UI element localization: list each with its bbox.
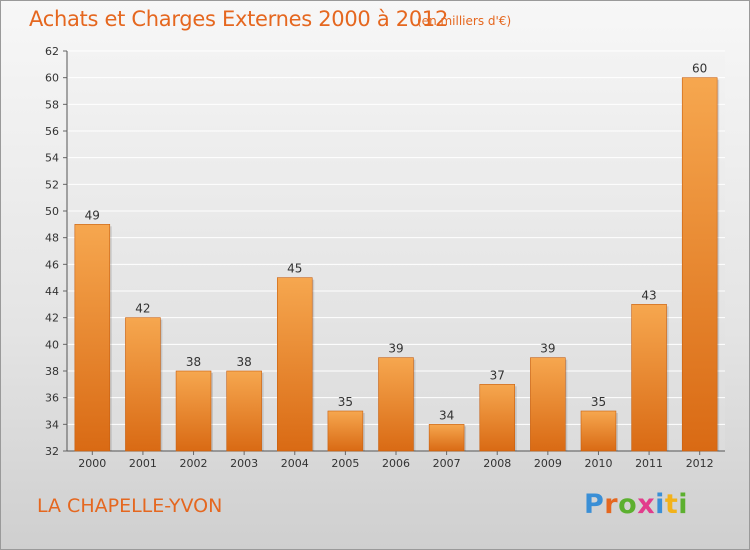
commune-name: LA CHAPELLE-YVON <box>37 495 223 517</box>
y-tick-label: 34 <box>45 418 59 431</box>
y-tick-label: 52 <box>45 178 59 191</box>
x-tick-label: 2012 <box>686 457 714 470</box>
logo-letter: P <box>584 489 605 520</box>
x-tick-label: 2001 <box>129 457 157 470</box>
x-tick-label: 2009 <box>534 457 562 470</box>
bar <box>631 304 667 452</box>
x-tick-label: 2006 <box>382 457 410 470</box>
data-label: 39 <box>388 342 403 356</box>
bar <box>226 370 262 452</box>
x-tick-label: 2010 <box>584 457 612 470</box>
y-tick-label: 56 <box>45 125 59 138</box>
data-label: 45 <box>287 262 302 276</box>
y-tick-label: 44 <box>45 285 59 298</box>
bars <box>74 77 720 452</box>
y-tick-label: 32 <box>45 445 59 458</box>
bar <box>378 357 414 452</box>
logo-letter: i <box>655 489 665 520</box>
data-label: 60 <box>692 62 707 76</box>
x-tick-label: 2007 <box>433 457 461 470</box>
y-tick-label: 48 <box>45 232 59 245</box>
x-tick-label: 2004 <box>281 457 309 470</box>
bar <box>175 370 212 452</box>
bar <box>530 357 566 452</box>
y-tick-label: 60 <box>45 72 59 85</box>
data-label: 35 <box>591 395 606 409</box>
bar <box>428 424 465 452</box>
proxiti-logo: Proxiti <box>584 489 688 520</box>
data-label: 49 <box>85 208 100 222</box>
data-label: 38 <box>186 355 201 369</box>
chart-title: Achats et Charges Externes 2000 à 2012 <box>29 7 449 31</box>
bar <box>74 224 111 452</box>
bar <box>327 410 364 452</box>
data-label: 35 <box>338 395 353 409</box>
x-tick-label: 2008 <box>483 457 511 470</box>
logo-letter: t <box>664 489 679 520</box>
bar <box>479 384 515 452</box>
logo-letter: o <box>618 489 638 520</box>
logo-letter: r <box>604 489 619 520</box>
y-tick-label: 38 <box>45 365 59 378</box>
y-tick-label: 58 <box>45 98 59 111</box>
y-tick-label: 42 <box>45 312 59 325</box>
x-tick-label: 2003 <box>230 457 258 470</box>
logo-letter: i <box>678 489 689 520</box>
data-label: 34 <box>439 408 454 422</box>
y-tick-label: 46 <box>45 258 59 271</box>
bar <box>277 277 313 452</box>
y-tick-label: 62 <box>45 45 59 58</box>
data-label: 37 <box>490 368 505 382</box>
y-tick-label: 40 <box>45 338 59 351</box>
x-tick-label: 2005 <box>331 457 359 470</box>
chart-unit: (en milliers d'€) <box>417 14 512 28</box>
y-tick-label: 50 <box>45 205 59 218</box>
data-labels: 49 42 38 38 45 35 39 34 37 39 35 43 60 <box>85 62 708 423</box>
bar <box>681 77 718 452</box>
y-tick-label: 54 <box>45 152 59 165</box>
x-tick-label: 2011 <box>635 457 663 470</box>
data-label: 43 <box>641 288 656 302</box>
x-tick-label: 2002 <box>180 457 208 470</box>
y-tick-label: 36 <box>45 392 59 405</box>
data-label: 38 <box>237 355 252 369</box>
data-label: 39 <box>540 342 555 356</box>
bar <box>125 317 161 452</box>
data-label: 42 <box>135 302 150 316</box>
logo-letter: x <box>637 489 656 520</box>
x-tick-label: 2000 <box>78 457 106 470</box>
bar <box>580 410 617 452</box>
